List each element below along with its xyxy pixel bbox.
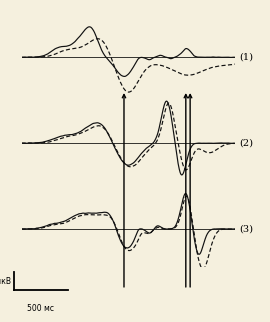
Text: 5 мкВ: 5 мкВ	[0, 277, 11, 286]
Text: (1): (1)	[239, 53, 253, 62]
Text: 500 мс: 500 мс	[27, 304, 54, 313]
Text: (2): (2)	[239, 138, 253, 147]
Text: (3): (3)	[239, 224, 253, 233]
